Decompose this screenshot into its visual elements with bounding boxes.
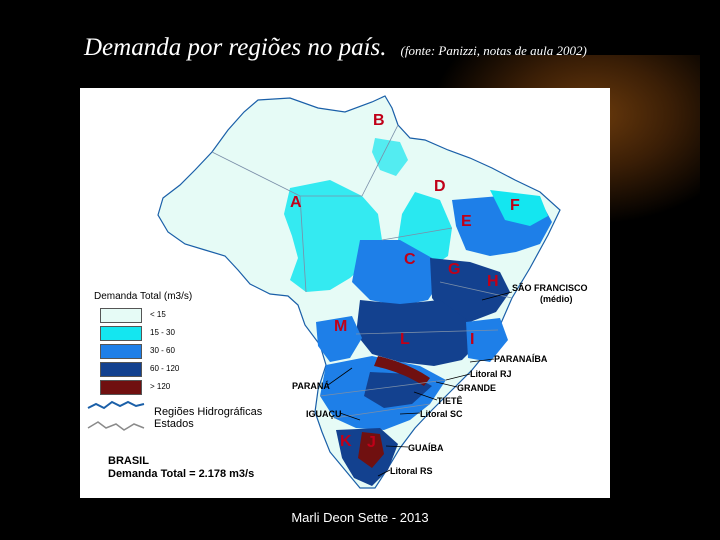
basin-label-litoral-rj: Litoral RJ (470, 369, 512, 379)
region-b-fill (372, 138, 408, 176)
basin-label-paranaiba: PARANAÍBA (494, 354, 548, 364)
legend-label-2: 15 - 30 (150, 328, 175, 337)
country-summary: BRASIL Demanda Total = 2.178 m3/s (108, 455, 254, 481)
region-label-j: J (367, 434, 376, 451)
region-label-k: K (340, 433, 352, 450)
region-label-m: M (334, 318, 348, 335)
region-j-dark (358, 432, 384, 468)
region-label-l: L (400, 331, 410, 348)
region-south-dark (364, 372, 432, 408)
state-boundaries (211, 124, 513, 419)
region-c-fill (352, 240, 440, 306)
region-label-f: F (510, 197, 520, 214)
legend-label-1: < 15 (150, 310, 166, 319)
legend-label-states: Estados (154, 418, 194, 430)
footer-credit: Marli Deon Sette - 2013 (291, 510, 429, 525)
region-label-b: B (373, 112, 385, 129)
basin-label-parana: PARANÁ (292, 381, 330, 391)
summary-country: BRASIL (108, 455, 149, 467)
legend-label-3: 30 - 60 (150, 346, 175, 355)
high-demand-band (374, 356, 430, 386)
legend-swatch-4 (100, 362, 142, 377)
summary-total: Demanda Total = 2.178 m3/s (108, 468, 255, 480)
region-label-g: G (448, 261, 461, 278)
legend-title: Demanda Total (m3/s) (94, 291, 193, 302)
region-l-fill (356, 300, 478, 366)
brazil-outline (157, 95, 561, 489)
legend-swatch-2 (100, 326, 142, 341)
title-main: Demanda por regiões no país. (84, 34, 387, 61)
basin-label-litoral-rs: Litoral RS (390, 466, 433, 476)
basin-label-litoral-sc: Litoral SC (420, 409, 463, 419)
region-ef-light (490, 190, 548, 226)
legend-swatch-3 (100, 344, 142, 359)
region-label-i: I (470, 331, 475, 348)
basin-label-sao-francisco: SÃO FRANCISCO (médio) (512, 283, 588, 304)
page-title: Demanda por regiões no país. (fonte: Pan… (84, 34, 587, 62)
legend-label-regions: Regiões Hidrográficas (154, 406, 263, 418)
region-i-fill (466, 318, 508, 362)
basin-label-grande: GRANDE (457, 383, 497, 393)
region-label-e: E (461, 213, 472, 230)
basin-label-tiete: TIETÊ (437, 396, 463, 406)
region-label-a: A (290, 194, 302, 211)
title-source: (fonte: Panizzi, notas de aula 2002) (400, 43, 587, 58)
legend-label-5: > 120 (150, 382, 171, 391)
basin-label-iguacu: IGUAÇU (306, 409, 342, 419)
legend-swatch-5 (100, 380, 142, 395)
legend-swatch-1 (100, 308, 142, 323)
region-label-d: D (434, 178, 446, 195)
region-label-c: C (404, 251, 416, 268)
legend-line-symbols (87, 400, 145, 431)
basin-label-guaiba: GUAÍBA (408, 443, 444, 453)
region-label-h: H (487, 273, 499, 290)
region-gh-fill (430, 258, 510, 322)
region-m-fill (316, 316, 362, 362)
legend-label-4: 60 - 120 (150, 364, 180, 373)
